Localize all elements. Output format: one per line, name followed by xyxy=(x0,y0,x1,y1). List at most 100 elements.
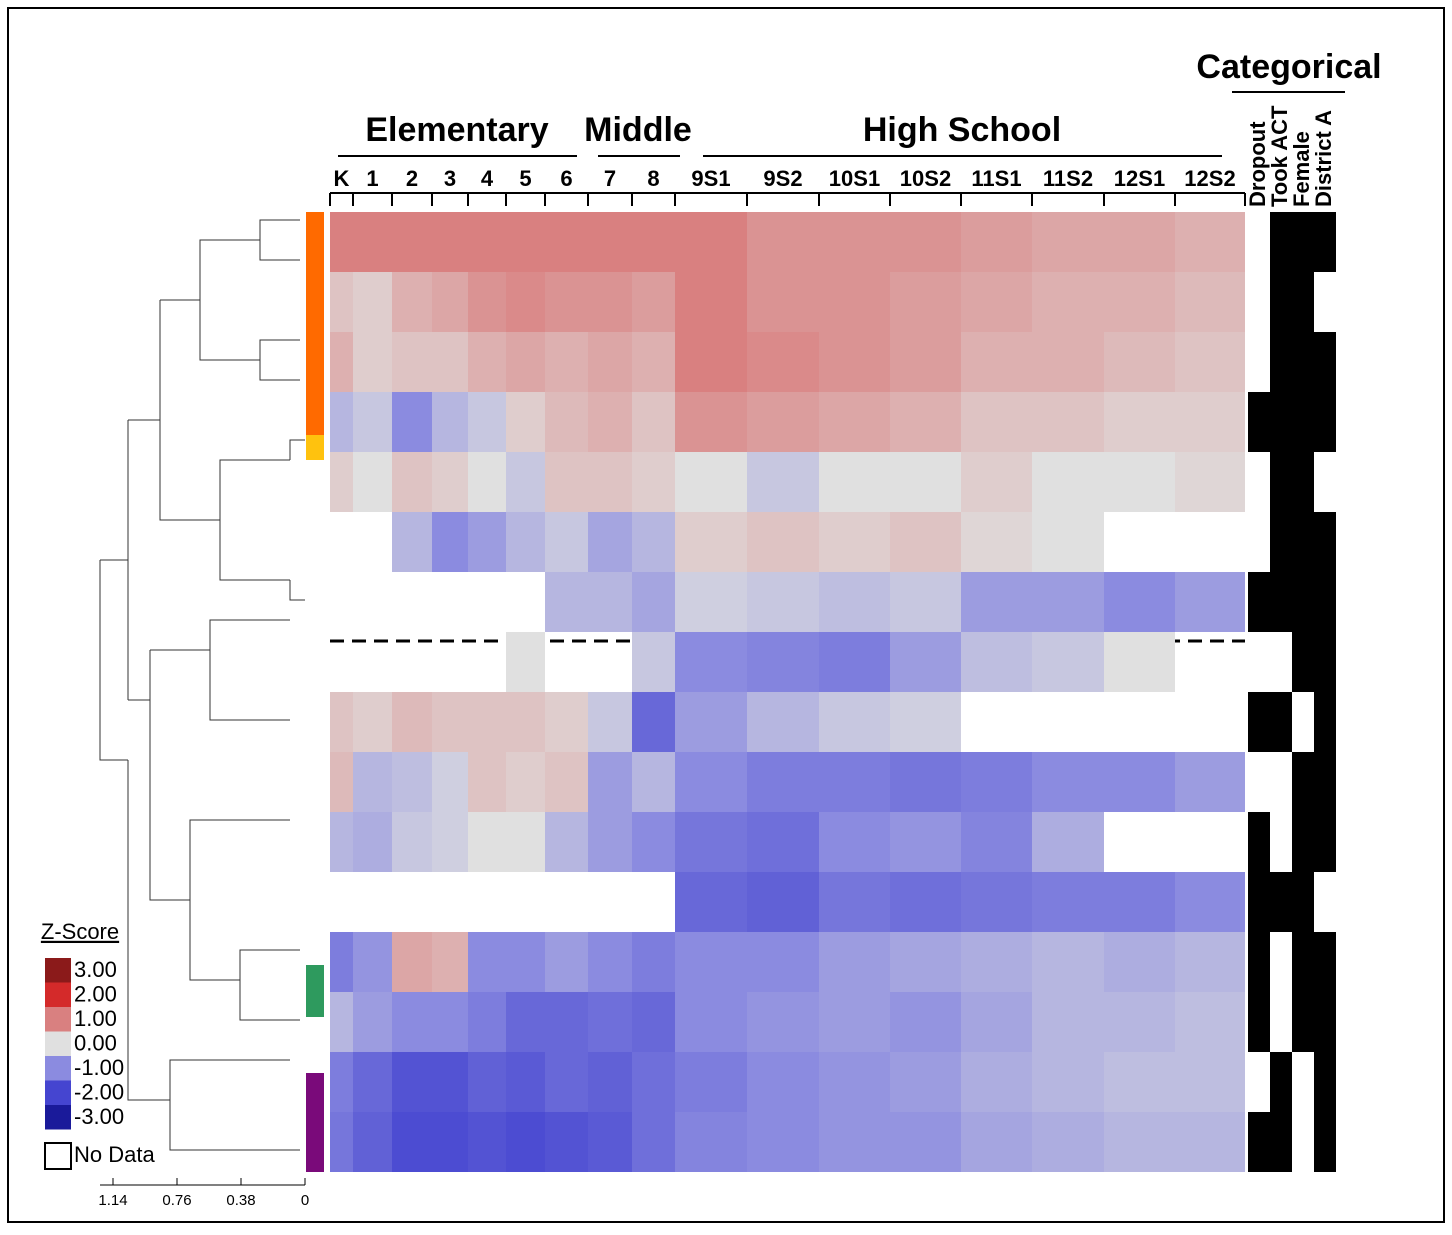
heat-cell xyxy=(961,872,1032,932)
heat-cell xyxy=(545,1052,588,1112)
categorical-cell xyxy=(1292,752,1314,812)
heat-cell xyxy=(1032,212,1104,272)
categorical-cell xyxy=(1314,692,1336,752)
heat-cell xyxy=(747,632,819,692)
heat-cell xyxy=(432,932,468,992)
group-label: Middle xyxy=(584,111,692,149)
axis-tick-label: 0 xyxy=(301,1192,309,1209)
categorical-cell xyxy=(1314,812,1336,872)
heat-cell xyxy=(545,212,588,272)
heat-cell xyxy=(747,1052,819,1112)
column-label: 7 xyxy=(604,166,616,191)
heat-cell xyxy=(330,932,353,992)
heat-cell xyxy=(890,512,961,572)
axis-tick-label: 1.14 xyxy=(98,1192,127,1209)
heat-cell xyxy=(1104,752,1175,812)
heat-cell xyxy=(588,992,632,1052)
heat-cell xyxy=(1032,632,1104,692)
heat-cell xyxy=(1032,272,1104,332)
heat-cell xyxy=(330,392,353,452)
heat-cell xyxy=(1032,812,1104,872)
heat-cell xyxy=(961,1112,1032,1172)
legend-swatch xyxy=(45,1031,71,1056)
heat-cell xyxy=(588,212,632,272)
heat-cell xyxy=(588,392,632,452)
heat-cell xyxy=(1104,452,1175,512)
categorical-cell xyxy=(1248,1112,1270,1172)
heat-cell xyxy=(353,392,392,452)
legend-label: 0.00 xyxy=(74,1030,117,1055)
categorical-cell xyxy=(1248,272,1270,332)
heat-cell xyxy=(353,452,392,512)
heat-cell xyxy=(353,812,392,872)
group-underlines xyxy=(338,91,1345,157)
heat-cell xyxy=(506,272,545,332)
categorical-cell xyxy=(1292,932,1314,992)
categorical-cell xyxy=(1248,812,1270,872)
legend-label: -2.00 xyxy=(74,1079,124,1104)
categorical-cell xyxy=(1314,332,1336,392)
heat-cell xyxy=(961,272,1032,332)
heat-cell xyxy=(961,752,1032,812)
categorical-cell xyxy=(1248,992,1270,1052)
categorical-cell xyxy=(1248,332,1270,392)
categorical-cell xyxy=(1292,692,1314,752)
heat-cell xyxy=(506,212,545,272)
heat-cell xyxy=(632,1052,675,1112)
heat-cell xyxy=(675,692,747,752)
heat-cell xyxy=(506,692,545,752)
heat-cell xyxy=(890,1052,961,1112)
heat-cell xyxy=(961,932,1032,992)
frame xyxy=(7,7,1445,1223)
categorical-cell xyxy=(1292,992,1314,1052)
categorical-cell xyxy=(1248,452,1270,512)
legend-label: -3.00 xyxy=(74,1104,124,1129)
heat-cell xyxy=(353,692,392,752)
heat-cell xyxy=(468,272,506,332)
heat-cell xyxy=(432,212,468,272)
heat-cell xyxy=(353,992,392,1052)
heat-cell xyxy=(588,512,632,572)
categorical-cell xyxy=(1248,1052,1270,1112)
heat-cell xyxy=(588,752,632,812)
heat-cell xyxy=(632,632,675,692)
no-data-swatch xyxy=(44,1142,72,1170)
heat-cell xyxy=(353,332,392,392)
heat-cell xyxy=(675,332,747,392)
heat-cell xyxy=(961,332,1032,392)
categorical-cell xyxy=(1314,1052,1336,1112)
heat-cell xyxy=(353,272,392,332)
column-label: 12S1 xyxy=(1114,166,1165,191)
heat-cell xyxy=(588,812,632,872)
heat-cell xyxy=(1175,1112,1245,1172)
heat-cell xyxy=(890,332,961,392)
heat-cell xyxy=(392,992,432,1052)
legend-label: No Data xyxy=(74,1142,155,1167)
heat-cell xyxy=(675,272,747,332)
categorical-cell xyxy=(1270,392,1292,452)
heat-cell xyxy=(392,692,432,752)
heat-cell xyxy=(506,1112,545,1172)
heat-cell xyxy=(747,812,819,872)
group-label: Elementary xyxy=(365,111,548,149)
heat-cell xyxy=(890,692,961,752)
heat-cell xyxy=(545,932,588,992)
heat-cell xyxy=(392,452,432,512)
heat-cell xyxy=(330,812,353,872)
heat-cell xyxy=(588,1112,632,1172)
heat-cell xyxy=(890,572,961,632)
categorical-cell xyxy=(1292,872,1314,932)
heat-cell xyxy=(819,1112,890,1172)
categorical-label: District A xyxy=(1311,110,1336,207)
categorical-cell xyxy=(1248,572,1270,632)
heat-cell xyxy=(468,512,506,572)
heat-cell xyxy=(747,452,819,512)
heat-cell xyxy=(632,752,675,812)
column-label: 9S1 xyxy=(691,166,730,191)
column-label: 12S2 xyxy=(1184,166,1235,191)
column-label: 6 xyxy=(560,166,572,191)
categorical-cell xyxy=(1248,692,1270,752)
heat-cell xyxy=(890,392,961,452)
heat-cell xyxy=(890,812,961,872)
heat-cell xyxy=(506,1052,545,1112)
